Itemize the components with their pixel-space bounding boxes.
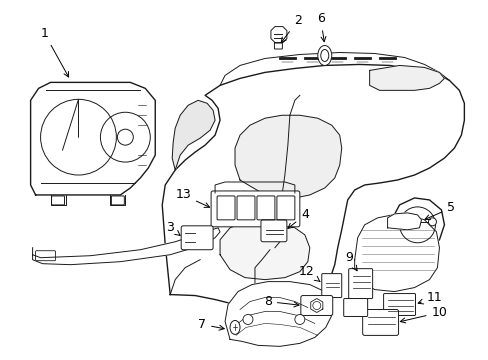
Polygon shape [369, 66, 444, 90]
Text: 1: 1 [41, 27, 68, 77]
Text: 3: 3 [166, 221, 180, 235]
Polygon shape [387, 213, 421, 230]
Text: 7: 7 [198, 318, 224, 331]
Polygon shape [162, 64, 464, 307]
Polygon shape [270, 27, 286, 42]
Text: 12: 12 [298, 265, 319, 282]
Ellipse shape [229, 320, 240, 334]
Text: 8: 8 [264, 295, 298, 308]
Polygon shape [172, 100, 215, 170]
Polygon shape [220, 220, 309, 280]
Circle shape [427, 218, 436, 226]
Text: 13: 13 [175, 188, 209, 207]
Ellipse shape [317, 45, 331, 66]
Polygon shape [224, 282, 331, 346]
Text: 9: 9 [344, 251, 356, 271]
Text: 6: 6 [316, 12, 325, 42]
Text: 10: 10 [400, 306, 447, 323]
Polygon shape [31, 82, 155, 195]
Text: 4: 4 [287, 208, 308, 228]
Text: 5: 5 [424, 201, 454, 220]
Text: 11: 11 [417, 291, 442, 304]
FancyBboxPatch shape [300, 296, 332, 315]
Polygon shape [354, 215, 439, 292]
Circle shape [243, 315, 252, 324]
FancyBboxPatch shape [181, 226, 213, 250]
FancyBboxPatch shape [348, 269, 372, 298]
FancyBboxPatch shape [343, 298, 367, 316]
FancyBboxPatch shape [261, 220, 286, 242]
FancyBboxPatch shape [362, 310, 398, 336]
FancyBboxPatch shape [321, 274, 341, 298]
Text: 2: 2 [281, 14, 301, 42]
Circle shape [294, 315, 304, 324]
Polygon shape [235, 115, 341, 198]
Polygon shape [391, 198, 444, 252]
FancyBboxPatch shape [383, 293, 415, 315]
Polygon shape [33, 228, 220, 265]
FancyBboxPatch shape [211, 191, 299, 227]
